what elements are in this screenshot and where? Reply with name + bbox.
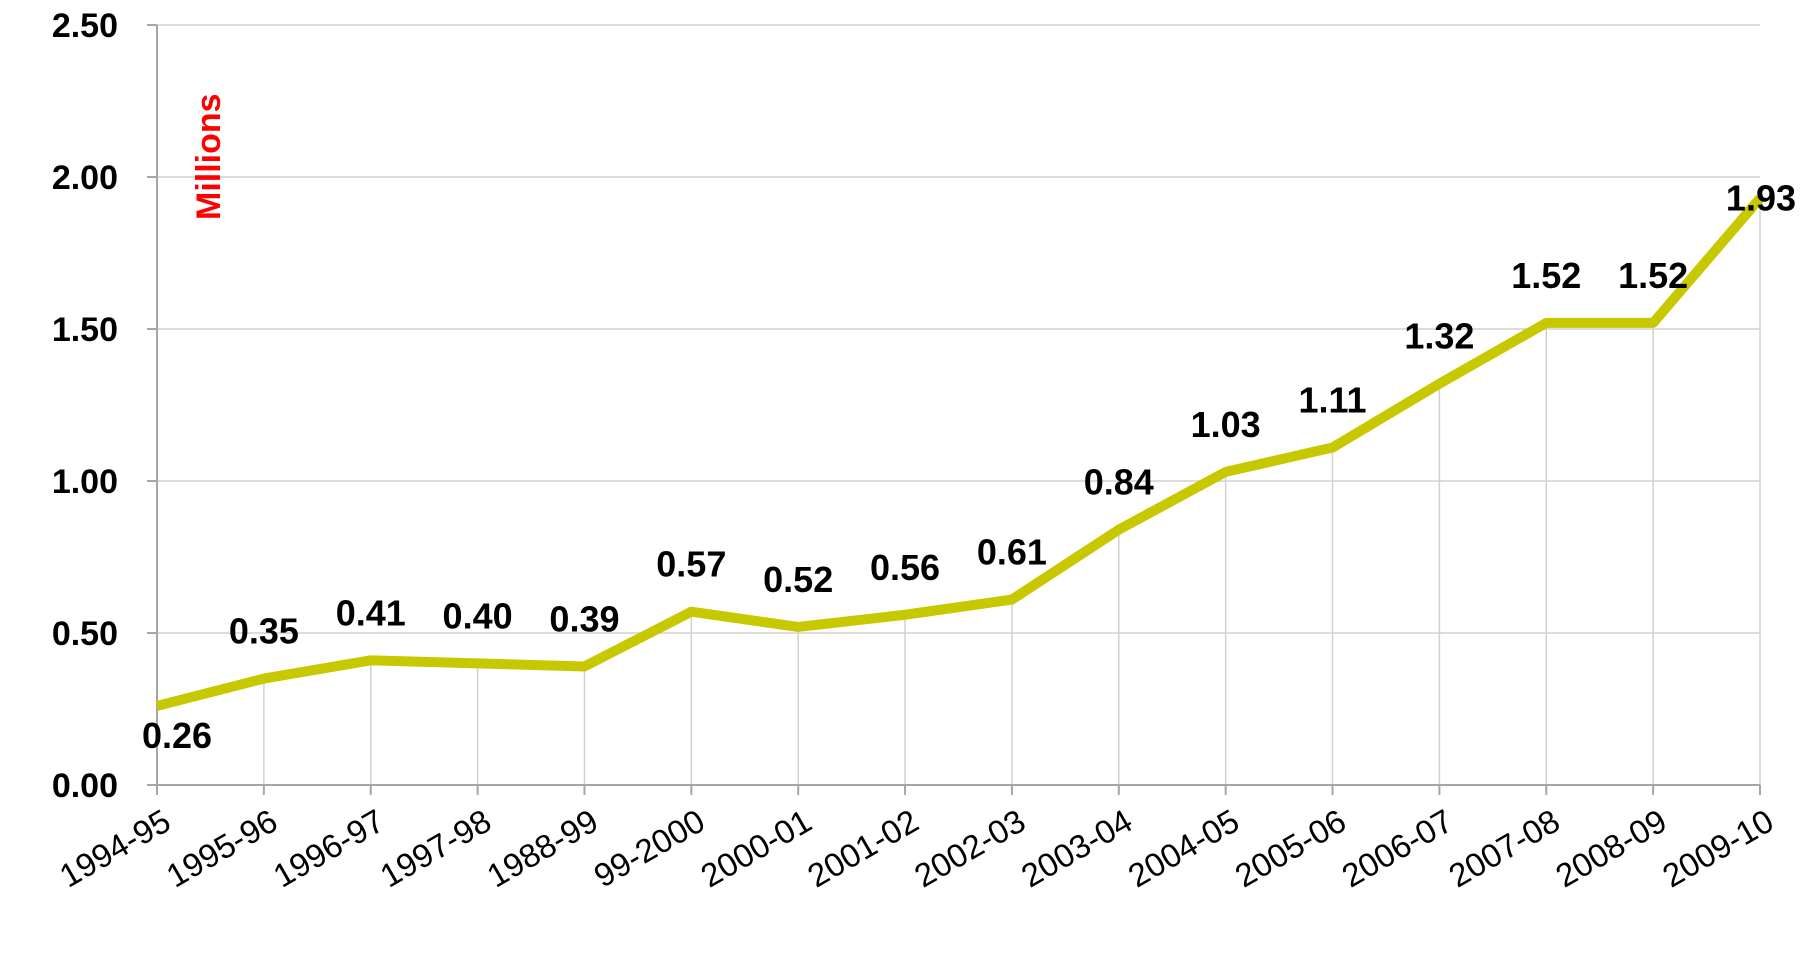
x-tick-label: 2001-02	[801, 802, 924, 895]
x-tick-label: 2003-04	[1015, 802, 1138, 895]
series-line	[155, 195, 1764, 711]
x-tick-labels: 1994-951995-961996-971997-981988-9999-20…	[53, 802, 1779, 895]
data-label: 0.35	[229, 611, 299, 652]
x-tick-label: 2009-10	[1656, 802, 1779, 895]
unit-label: Millions	[190, 93, 228, 220]
x-tick-label: 2000-01	[694, 802, 817, 895]
data-label: 0.40	[443, 595, 513, 636]
data-label: 0.84	[1084, 462, 1154, 503]
y-tick-labels: 0.00 0.50 1.00 1.50 2.00 2.50	[52, 7, 118, 805]
axes	[147, 24, 1761, 795]
x-tick-label: 2008-09	[1549, 802, 1672, 895]
data-label: 0.26	[142, 715, 212, 756]
y-tick-label: 1.00	[52, 463, 118, 501]
data-label: 0.52	[763, 559, 833, 600]
x-tick-label: 1995-96	[160, 802, 283, 895]
gridlines	[157, 24, 1760, 634]
y-tick-label: 1.50	[52, 311, 118, 349]
data-label: 0.39	[549, 598, 619, 639]
data-labels: 0.26 0.35 0.41 0.40 0.39 0.57 0.52 0.56 0.61 0.84…	[142, 177, 1796, 756]
data-label: 1.32	[1404, 316, 1474, 357]
x-tick-label: 1994-95	[53, 802, 176, 895]
x-tick-label: 1996-97	[267, 802, 390, 895]
data-label: 1.11	[1298, 380, 1366, 421]
data-label: 1.52	[1511, 255, 1581, 296]
x-tick-label: 1988-99	[481, 802, 604, 895]
y-tick-label: 2.00	[52, 159, 118, 197]
y-tick-label: 2.50	[52, 7, 118, 45]
data-label: 1.93	[1726, 177, 1796, 218]
x-tick-label: 2002-03	[908, 802, 1031, 895]
data-label: 0.61	[977, 532, 1047, 573]
data-label: 0.57	[656, 544, 726, 585]
x-tick-label: 99-2000	[587, 802, 710, 895]
x-tick-label: 2005-06	[1229, 802, 1352, 895]
data-label: 0.56	[870, 547, 940, 588]
data-label: 1.52	[1618, 255, 1688, 296]
x-tick-label: 1997-98	[374, 802, 497, 895]
series-layer	[155, 195, 1764, 711]
x-tick-label: 2006-07	[1336, 802, 1459, 895]
x-tick-label: 2004-05	[1122, 802, 1245, 895]
y-tick-label: 0.50	[52, 615, 118, 653]
data-label: 0.41	[336, 592, 406, 633]
x-tick-label: 2007-08	[1442, 802, 1565, 895]
data-label: 1.03	[1191, 404, 1261, 445]
y-tick-label: 0.00	[52, 767, 118, 805]
